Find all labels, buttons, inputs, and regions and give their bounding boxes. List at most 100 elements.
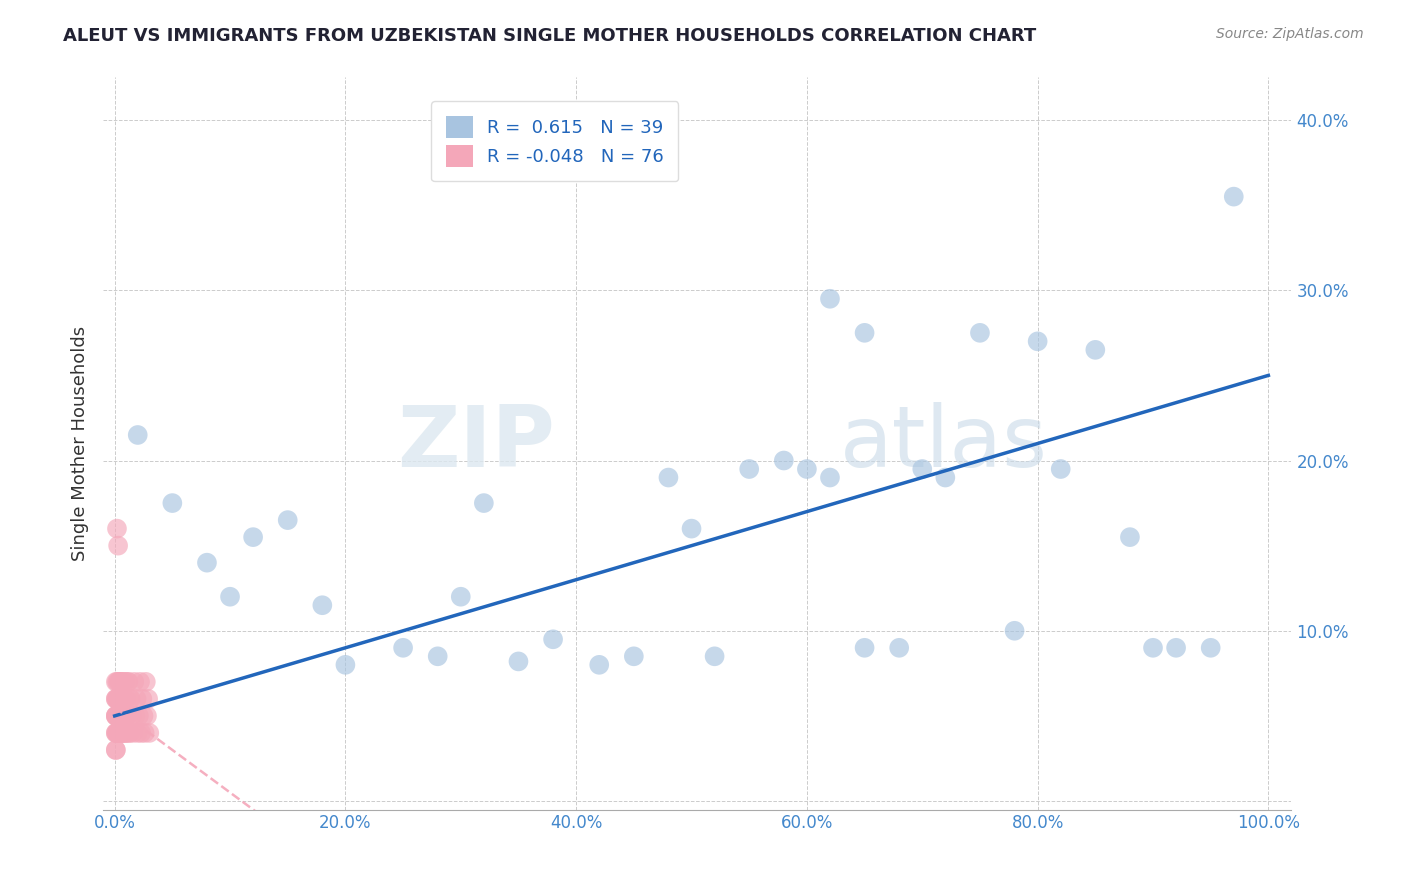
Point [115, 726, 138, 740]
Text: atlas: atlas [839, 402, 1047, 485]
Point [623, 649, 645, 664]
Point [110, 709, 132, 723]
Point [108, 674, 131, 689]
Point [104, 709, 127, 723]
Point [114, 709, 136, 723]
Point [125, 691, 148, 706]
Point [104, 743, 127, 757]
Point [1142, 640, 1164, 655]
Point [772, 453, 794, 467]
Point [588, 657, 610, 672]
Point [117, 726, 139, 740]
Point [112, 691, 135, 706]
Point [703, 649, 725, 664]
Point [110, 709, 132, 723]
Point [129, 726, 152, 740]
Point [135, 674, 157, 689]
Point [129, 674, 152, 689]
Point [853, 640, 876, 655]
Point [120, 691, 142, 706]
Point [107, 539, 129, 553]
Point [118, 726, 141, 740]
Point [122, 726, 145, 740]
Point [124, 709, 146, 723]
Point [104, 709, 127, 723]
Point [107, 709, 129, 723]
Point [104, 726, 127, 740]
Point [127, 428, 149, 442]
Point [277, 513, 299, 527]
Point [111, 674, 134, 689]
Point [1164, 640, 1187, 655]
Point [1199, 640, 1222, 655]
Point [105, 726, 128, 740]
Point [131, 691, 153, 706]
Point [681, 522, 703, 536]
Point [108, 709, 131, 723]
Point [738, 462, 761, 476]
Point [127, 726, 149, 740]
Point [426, 649, 449, 664]
Point [110, 691, 132, 706]
Point [110, 691, 132, 706]
Point [110, 726, 132, 740]
Point [110, 674, 132, 689]
Point [105, 674, 128, 689]
Text: ALEUT VS IMMIGRANTS FROM UZBEKISTAN SINGLE MOTHER HOUSEHOLDS CORRELATION CHART: ALEUT VS IMMIGRANTS FROM UZBEKISTAN SING… [63, 27, 1036, 45]
Point [107, 709, 129, 723]
Point [107, 674, 129, 689]
Point [112, 709, 135, 723]
Point [111, 709, 134, 723]
Point [1084, 343, 1107, 357]
Point [104, 674, 127, 689]
Text: Source: ZipAtlas.com: Source: ZipAtlas.com [1216, 27, 1364, 41]
Point [934, 470, 956, 484]
Point [219, 590, 242, 604]
Point [541, 632, 564, 647]
Point [136, 691, 159, 706]
Point [1004, 624, 1026, 638]
Point [121, 709, 143, 723]
Point [472, 496, 495, 510]
Point [108, 709, 131, 723]
Point [114, 726, 136, 740]
Point [134, 726, 156, 740]
Point [796, 462, 818, 476]
Point [105, 709, 128, 723]
Point [111, 709, 134, 723]
Point [1026, 334, 1049, 349]
Point [107, 691, 129, 706]
Point [105, 691, 128, 706]
Point [1049, 462, 1071, 476]
Point [508, 654, 530, 668]
Text: ZIP: ZIP [396, 402, 555, 485]
Point [110, 726, 132, 740]
Point [969, 326, 991, 340]
Y-axis label: Single Mother Households: Single Mother Households [72, 326, 89, 561]
Point [111, 726, 134, 740]
Point [105, 522, 128, 536]
Point [138, 726, 160, 740]
Point [117, 674, 139, 689]
Point [104, 691, 127, 706]
Point [117, 674, 139, 689]
Point [195, 556, 218, 570]
Point [105, 691, 128, 706]
Point [115, 691, 138, 706]
Point [118, 691, 141, 706]
Point [392, 640, 415, 655]
Point [104, 691, 127, 706]
Point [128, 709, 150, 723]
Point [124, 674, 146, 689]
Point [115, 709, 138, 723]
Point [450, 590, 472, 604]
Point [335, 657, 357, 672]
Point [657, 470, 679, 484]
Point [114, 674, 136, 689]
Point [107, 726, 129, 740]
Point [1223, 189, 1246, 203]
Point [112, 691, 135, 706]
Point [911, 462, 934, 476]
Point [162, 496, 184, 510]
Point [889, 640, 911, 655]
